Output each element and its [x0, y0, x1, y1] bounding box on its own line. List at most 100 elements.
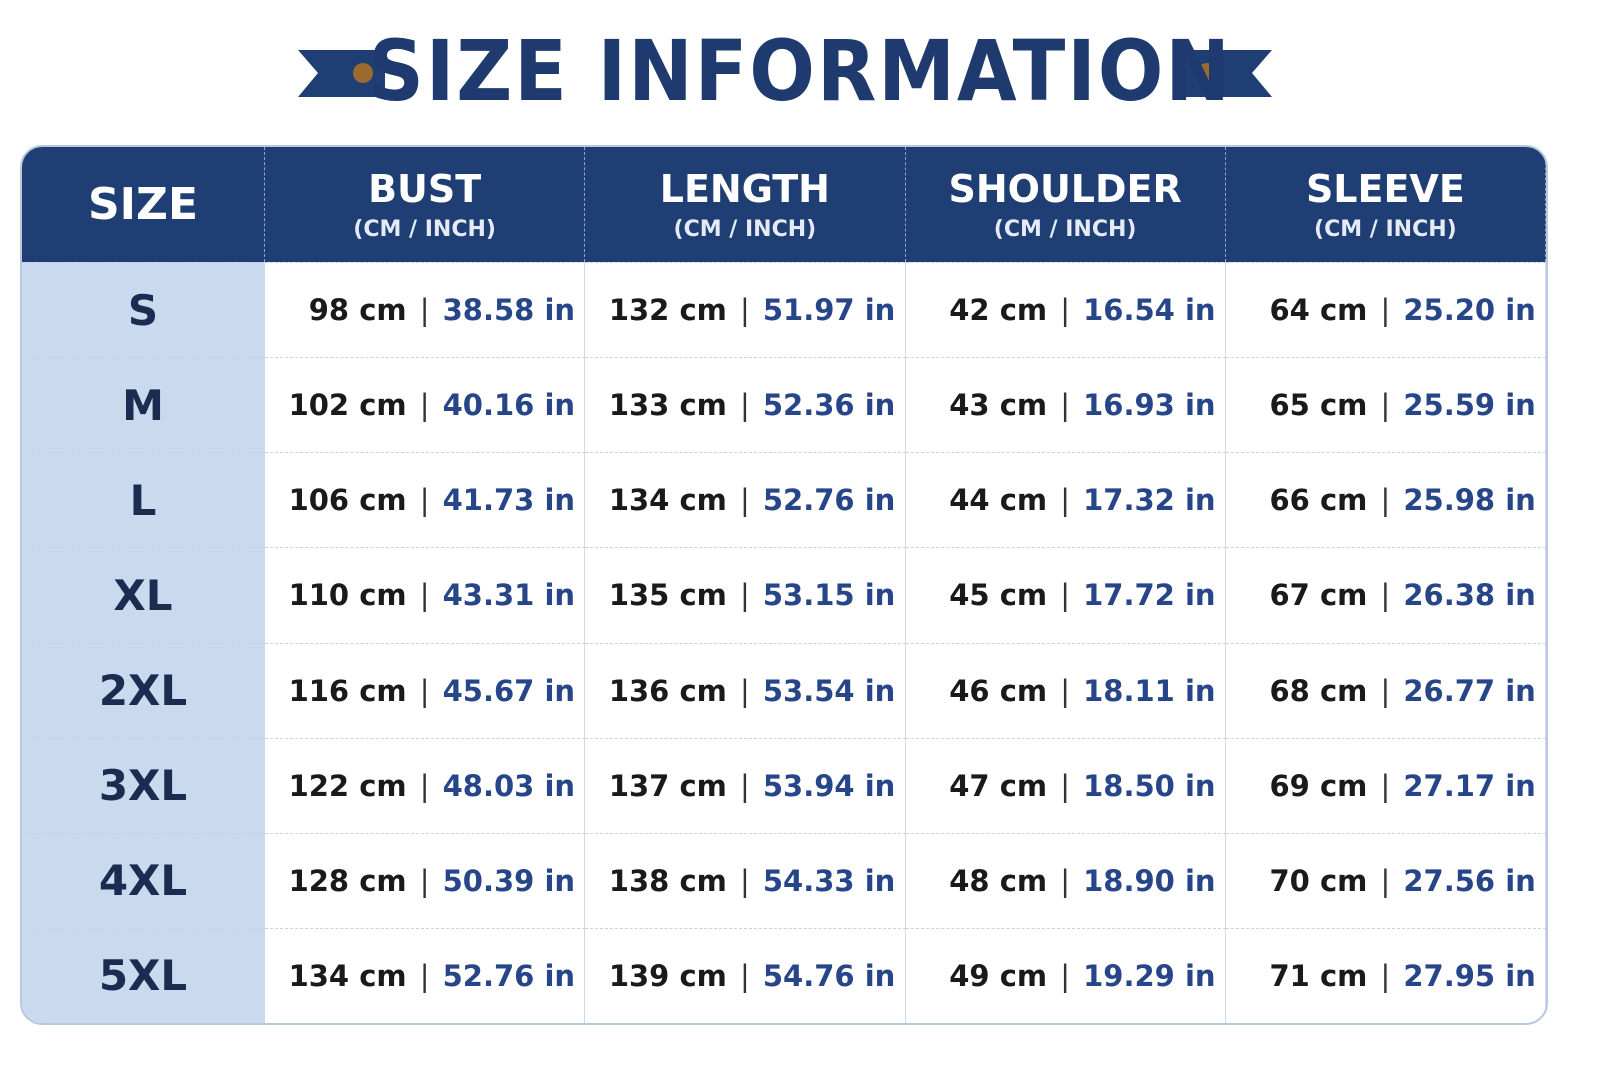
- inch-value: 54.33 in: [762, 863, 896, 898]
- column-header: SHOULDER (CM / INCH): [905, 147, 1226, 262]
- row: 4XL 128 cm | 50.39 in 138 cm | 54.33 in 48 cm | 1…: [22, 832, 1546, 928]
- measurement: 71 cm | 27.95 in: [1225, 927, 1546, 1023]
- measurement: 69 cm | 27.17 in: [1225, 737, 1546, 833]
- column-title: LENGTH: [659, 167, 830, 211]
- inch-value: 52.36 in: [762, 388, 896, 423]
- measurement: 106 cm | 41.73 in: [265, 452, 586, 548]
- cm-value: 66 cm: [1269, 483, 1368, 518]
- inch-value: 18.11 in: [1083, 673, 1216, 708]
- separator: |: [739, 768, 750, 803]
- measurement: 137 cm | 53.94 in: [585, 737, 906, 833]
- cm-value: 139 cm: [608, 958, 727, 993]
- separator: |: [1380, 673, 1391, 708]
- inch-value: 27.95 in: [1403, 958, 1536, 993]
- column-unit: (CM / INCH): [1314, 217, 1457, 242]
- separator: |: [419, 483, 430, 518]
- separator: |: [739, 673, 750, 708]
- cm-value: 42 cm: [949, 293, 1048, 328]
- size-table: SIZE BUST (CM / INCH) LENGTH (CM / INCH) SHOU…: [20, 145, 1548, 1025]
- row: M 102 cm | 40.16 in 133 cm | 52.36 in 43 cm | 16.…: [22, 357, 1546, 453]
- ribbons: [298, 50, 1272, 97]
- size-label: XL: [22, 547, 265, 643]
- column-unit: (CM / INCH): [673, 217, 817, 242]
- cm-value: 134 cm: [288, 958, 407, 993]
- cm-value: 98 cm: [308, 293, 407, 328]
- measurement: 136 cm | 53.54 in: [585, 642, 906, 738]
- separator: |: [1060, 673, 1071, 708]
- cm-value: 116 cm: [288, 673, 407, 708]
- separator: |: [739, 958, 750, 993]
- separator: |: [739, 483, 750, 518]
- inch-value: 51.97 in: [762, 293, 896, 328]
- inch-value: 17.32 in: [1083, 483, 1216, 518]
- size-label: M: [22, 357, 265, 453]
- measurement: 134 cm | 52.76 in: [585, 452, 906, 548]
- inch-value: 52.76 in: [442, 958, 576, 993]
- measurement: 132 cm | 51.97 in: [585, 262, 906, 358]
- inch-value: 48.03 in: [442, 768, 576, 803]
- inch-value: 27.17 in: [1403, 768, 1536, 803]
- measurement: 138 cm | 54.33 in: [585, 832, 906, 928]
- rivet: [353, 63, 373, 83]
- inch-value: 16.93 in: [1083, 388, 1216, 423]
- header-row: SIZE BUST (CM / INCH) LENGTH (CM / INCH) SHOU…: [22, 147, 1546, 262]
- cm-value: 136 cm: [608, 673, 727, 708]
- separator: |: [1060, 483, 1071, 518]
- inch-value: 17.72 in: [1083, 578, 1216, 613]
- cm-value: 64 cm: [1269, 293, 1368, 328]
- cm-value: 65 cm: [1269, 388, 1368, 423]
- separator: |: [1380, 958, 1391, 993]
- separator: |: [419, 863, 430, 898]
- inch-value: 25.98 in: [1403, 483, 1536, 518]
- inch-value: 52.76 in: [762, 483, 896, 518]
- cm-value: 138 cm: [608, 863, 727, 898]
- separator: |: [1060, 958, 1071, 993]
- inch-value: 19.29 in: [1083, 958, 1216, 993]
- separator: |: [419, 958, 430, 993]
- separator: |: [419, 673, 430, 708]
- size-label: 2XL: [22, 642, 265, 738]
- inch-value: 26.77 in: [1403, 673, 1536, 708]
- inch-value: 50.39 in: [442, 863, 576, 898]
- measurement: 116 cm | 45.67 in: [265, 642, 586, 738]
- separator: |: [1380, 768, 1391, 803]
- separator: |: [1060, 863, 1071, 898]
- measurement: 47 cm | 18.50 in: [905, 737, 1226, 833]
- size-label: S: [22, 262, 265, 358]
- separator: |: [1380, 578, 1391, 613]
- column-header: LENGTH (CM / INCH): [585, 147, 906, 262]
- separator: |: [1380, 388, 1391, 423]
- column-header: SIZE: [22, 147, 265, 262]
- separator: |: [1380, 863, 1391, 898]
- title: SIZE INFORMATION: [368, 22, 1232, 120]
- cm-value: 43 cm: [949, 388, 1048, 423]
- cm-value: 106 cm: [288, 483, 407, 518]
- cm-value: 45 cm: [949, 578, 1048, 613]
- separator: |: [739, 388, 750, 423]
- cm-value: 67 cm: [1269, 578, 1368, 613]
- measurement: 102 cm | 40.16 in: [265, 357, 586, 453]
- measurement: 42 cm | 16.54 in: [905, 262, 1226, 358]
- row: 2XL 116 cm | 45.67 in 136 cm | 53.54 in 46 cm | 1…: [22, 642, 1546, 738]
- column-header: SLEEVE (CM / INCH): [1225, 147, 1546, 262]
- inch-value: 18.90 in: [1083, 863, 1216, 898]
- measurement: 139 cm | 54.76 in: [585, 927, 906, 1023]
- separator: |: [1060, 293, 1071, 328]
- ribbon-right: [1185, 50, 1272, 97]
- separator: |: [419, 293, 430, 328]
- inch-value: 26.38 in: [1403, 578, 1536, 613]
- table-body: S 98 cm | 38.58 in 132 cm | 51.97 in 42 cm | 16.5…: [22, 262, 1546, 1023]
- inch-value: 53.94 in: [762, 768, 896, 803]
- inch-value: 53.15 in: [762, 578, 896, 613]
- cm-value: 133 cm: [608, 388, 727, 423]
- measurement: 98 cm | 38.58 in: [265, 262, 586, 358]
- cm-value: 135 cm: [608, 578, 727, 613]
- cm-value: 71 cm: [1269, 958, 1368, 993]
- column-title: SLEEVE: [1305, 167, 1465, 211]
- cm-value: 134 cm: [608, 483, 727, 518]
- column-unit: (CM / INCH): [993, 217, 1137, 242]
- row: 3XL 122 cm | 48.03 in 137 cm | 53.94 in 47 cm | 1…: [22, 737, 1546, 833]
- row: 5XL 134 cm | 52.76 in 139 cm | 54.76 in 49 cm | 1…: [22, 927, 1546, 1023]
- column-title: BUST: [368, 167, 482, 211]
